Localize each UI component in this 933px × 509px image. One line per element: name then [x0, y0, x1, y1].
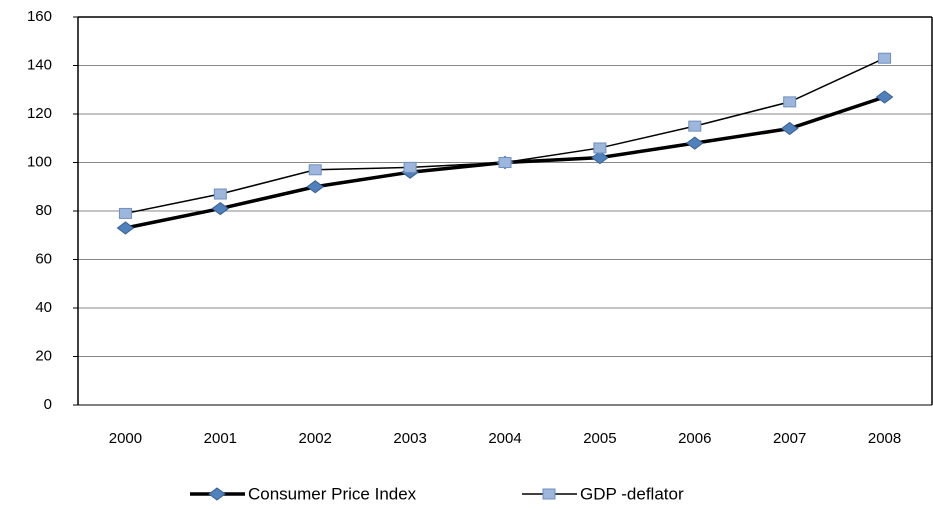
data-point	[118, 207, 132, 219]
x-tick-label: 2007	[773, 430, 806, 447]
data-point	[783, 96, 797, 108]
y-tick-label: 0	[44, 396, 52, 413]
data-point	[403, 161, 417, 173]
series-line	[125, 57, 885, 215]
x-tick-label: 2001	[204, 430, 237, 447]
data-point	[593, 142, 607, 154]
legend-label: Consumer Price Index	[248, 484, 417, 503]
y-tick-label: 40	[35, 299, 52, 316]
data-point	[591, 151, 609, 165]
data-point	[498, 157, 512, 168]
y-tick-label: 80	[35, 202, 52, 219]
legend-label: GDP -deflator	[580, 484, 684, 503]
x-tick-label: 2008	[868, 430, 901, 447]
data-point	[688, 120, 702, 132]
x-tick-label: 2006	[678, 430, 711, 447]
data-point	[685, 136, 704, 150]
data-point	[308, 164, 322, 176]
data-point	[875, 90, 894, 104]
data-point	[116, 221, 135, 235]
x-tick-label: 2004	[488, 430, 521, 447]
data-point	[306, 180, 325, 194]
legend-marker	[208, 487, 226, 501]
x-tick-label: 2002	[299, 430, 332, 447]
data-point	[878, 52, 892, 64]
y-tick-label: 120	[27, 105, 52, 122]
data-point	[780, 121, 799, 136]
x-tick-label: 2005	[583, 430, 616, 447]
y-tick-label: 140	[27, 56, 52, 73]
y-tick-label: 160	[27, 8, 52, 25]
y-tick-label: 20	[35, 347, 52, 364]
y-tick-label: 60	[35, 250, 52, 267]
x-tick-label: 2000	[109, 430, 142, 447]
x-tick-label: 2003	[393, 430, 426, 447]
data-point	[211, 201, 230, 216]
legend-marker	[542, 488, 556, 500]
y-tick-label: 100	[27, 153, 52, 170]
data-point	[213, 188, 227, 200]
